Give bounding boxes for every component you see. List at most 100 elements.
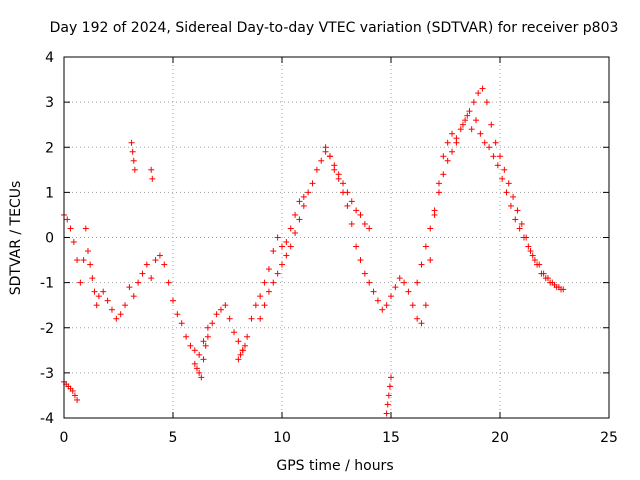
data-point — [292, 211, 299, 218]
data-point — [466, 108, 473, 115]
data-point — [74, 257, 81, 264]
data-point — [237, 351, 244, 358]
data-point — [470, 99, 477, 106]
data-point — [490, 153, 497, 160]
data-point — [335, 171, 342, 178]
x-tick-label: 10 — [273, 430, 291, 446]
data-point — [300, 202, 307, 209]
y-tick-label: 1 — [45, 185, 54, 201]
data-point — [449, 148, 456, 155]
data-point — [84, 248, 91, 255]
data-point — [69, 387, 76, 394]
data-point — [431, 207, 438, 214]
data-point — [512, 216, 519, 223]
data-point — [483, 99, 490, 106]
data-point — [292, 229, 299, 236]
data-point — [265, 266, 272, 273]
data-point — [209, 320, 216, 327]
data-point — [326, 153, 333, 160]
data-point — [366, 279, 373, 286]
data-point — [379, 306, 386, 313]
data-point — [473, 117, 480, 124]
data-point — [344, 202, 351, 209]
data-point — [196, 351, 203, 358]
data-point — [383, 410, 390, 417]
data-point — [239, 347, 246, 354]
data-point — [444, 139, 451, 146]
data-point — [497, 153, 503, 160]
data-point — [392, 284, 399, 291]
data-point — [187, 342, 194, 349]
data-point — [418, 320, 425, 327]
data-point — [178, 320, 185, 327]
data-point — [113, 315, 120, 322]
y-tick-label: 3 — [45, 95, 54, 111]
data-point — [231, 329, 238, 336]
data-point — [386, 383, 393, 390]
data-point — [538, 270, 545, 277]
data-point — [348, 220, 355, 227]
data-point — [560, 286, 567, 293]
data-point — [148, 166, 155, 173]
data-point — [143, 261, 150, 268]
data-point — [126, 284, 133, 291]
data-point — [217, 306, 224, 313]
data-point — [499, 175, 506, 182]
data-point — [427, 225, 434, 232]
data-point — [348, 198, 355, 205]
data-point — [74, 396, 81, 403]
y-tick-label: -1 — [40, 276, 54, 292]
data-point — [274, 270, 281, 277]
data-point — [534, 261, 541, 268]
data-point — [191, 360, 198, 367]
data-point — [130, 293, 137, 300]
data-point — [357, 211, 364, 218]
data-point — [457, 126, 464, 133]
data-point — [518, 220, 525, 227]
data-point — [401, 279, 408, 286]
y-tick-label: -2 — [40, 321, 54, 337]
data-point — [252, 302, 259, 309]
data-point — [385, 392, 392, 399]
data-point — [183, 333, 190, 340]
data-point — [235, 356, 242, 363]
data-point — [361, 220, 368, 227]
data-point — [468, 126, 475, 133]
data-point — [82, 225, 89, 232]
data-point — [453, 139, 460, 146]
data-point — [198, 374, 205, 381]
data-point — [204, 324, 211, 331]
data-point — [353, 207, 360, 214]
data-point — [196, 369, 203, 376]
data-point — [366, 225, 373, 232]
data-point — [542, 275, 549, 282]
data-point — [89, 275, 96, 282]
data-point — [270, 248, 277, 255]
data-point — [464, 112, 471, 119]
data-point — [527, 248, 534, 255]
data-point — [296, 198, 303, 205]
data-point — [374, 297, 381, 304]
data-point — [507, 202, 514, 209]
data-point — [388, 293, 394, 300]
data-point — [547, 279, 554, 286]
data-point — [505, 180, 512, 187]
data-point — [384, 401, 391, 408]
data-point — [318, 157, 325, 164]
data-point — [396, 275, 403, 282]
data-point — [353, 243, 360, 250]
data-point — [435, 189, 442, 196]
data-point — [414, 315, 421, 322]
data-point — [409, 302, 416, 309]
data-point — [525, 243, 532, 250]
y-tick-label: 4 — [45, 50, 54, 66]
data-point — [261, 302, 268, 309]
y-tick-label: 2 — [45, 140, 54, 156]
data-point — [139, 270, 146, 277]
data-point — [440, 153, 447, 160]
data-point — [156, 252, 163, 259]
data-point — [265, 288, 272, 295]
data-point — [80, 257, 87, 264]
data-point — [514, 207, 521, 214]
